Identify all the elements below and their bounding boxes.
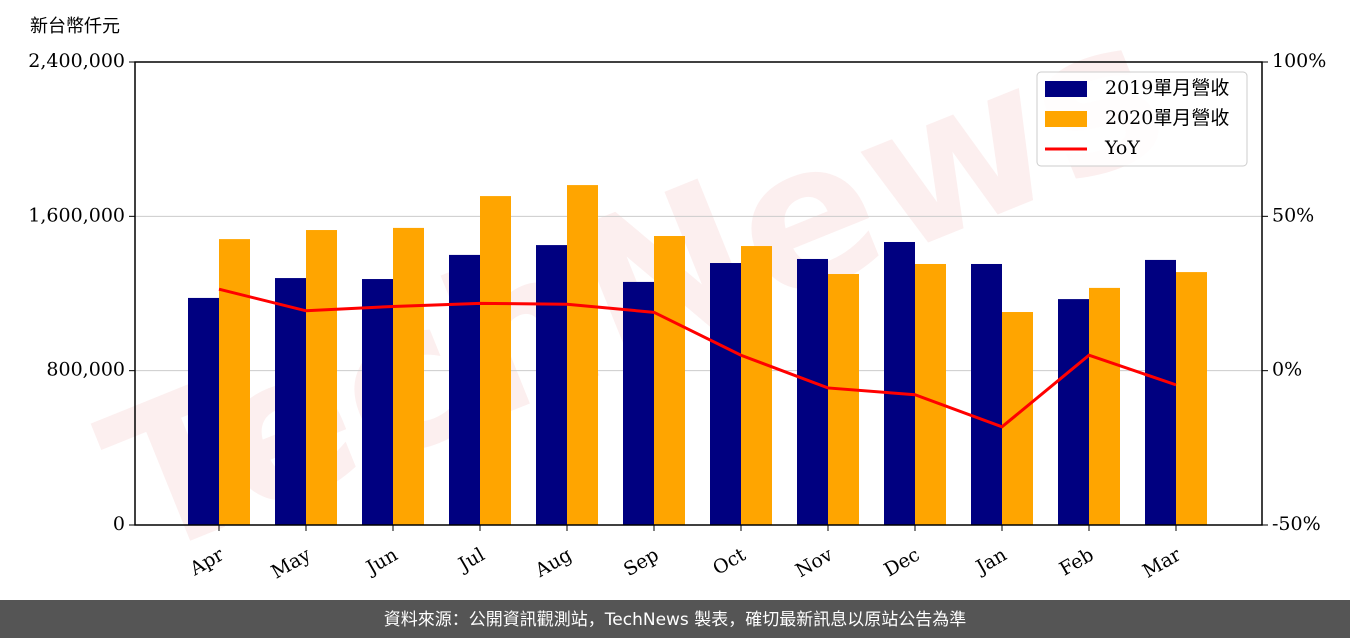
bar: [710, 263, 741, 525]
bar: [188, 297, 219, 525]
source-note: 資料來源：公開資訊觀測站，TechNews 製表，確切最新訊息以原站公告為準: [384, 610, 966, 630]
x-tick-label: Jun: [361, 544, 402, 580]
legend-label: YoY: [1104, 137, 1140, 159]
bar: [362, 279, 393, 525]
bar: [1089, 287, 1120, 525]
x-tick-label: Nov: [792, 544, 837, 583]
yoy-line: [218, 287, 1177, 429]
x-tick-label: Jan: [971, 544, 1011, 580]
y2-tick-label: -50%: [1272, 513, 1321, 535]
y-tick-label: 2,400,000: [28, 50, 125, 72]
x-tick-label: Mar: [1139, 543, 1185, 582]
y2-tick-label: 50%: [1272, 204, 1314, 226]
x-tick-label: Feb: [1056, 544, 1098, 581]
bar: [1058, 299, 1089, 525]
bar: [480, 196, 511, 525]
bar: [449, 254, 480, 525]
y-tick-label: 0: [113, 513, 125, 535]
bar: [915, 263, 946, 525]
bar: [306, 230, 337, 526]
plot-frame: [134, 61, 1263, 526]
bar: [797, 258, 828, 525]
bar: [828, 274, 859, 525]
bar: [884, 241, 915, 525]
legend-label: 2020單月營收: [1105, 107, 1229, 129]
x-tick-label: Oct: [709, 543, 750, 579]
bar: [536, 245, 567, 525]
y-tick-label: 800,000: [46, 359, 125, 381]
x-tick-label: Dec: [880, 544, 923, 582]
bar: [741, 246, 772, 526]
x-tick-label: Aug: [531, 544, 576, 583]
y2-tick-label: 100%: [1272, 50, 1326, 72]
bar: [971, 263, 1002, 525]
bar: [393, 227, 424, 526]
bar: [1145, 259, 1176, 525]
y-tick-label: 1,600,000: [28, 204, 125, 226]
legend-label: 2019單月營收: [1105, 77, 1229, 99]
legend-swatch: [1045, 81, 1087, 97]
y2-tick-label: 0%: [1272, 359, 1302, 381]
x-tick-label: Jul: [453, 544, 488, 577]
legend-swatch: [1045, 111, 1087, 127]
bar: [1002, 312, 1033, 525]
footer-bar: [0, 600, 1350, 638]
bar: [275, 278, 306, 525]
bar: [654, 236, 685, 525]
bar: [219, 239, 250, 525]
bar: [567, 185, 598, 526]
bar: [1176, 272, 1207, 525]
legend-box: [1036, 71, 1248, 167]
y-axis-label: 新台幣仟元: [30, 16, 120, 37]
x-tick-label: Sep: [620, 544, 663, 581]
bar: [623, 281, 654, 525]
